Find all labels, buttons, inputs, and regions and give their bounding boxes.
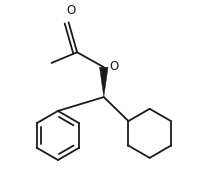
Polygon shape [100,67,108,97]
Text: O: O [110,60,119,73]
Text: O: O [66,4,75,17]
